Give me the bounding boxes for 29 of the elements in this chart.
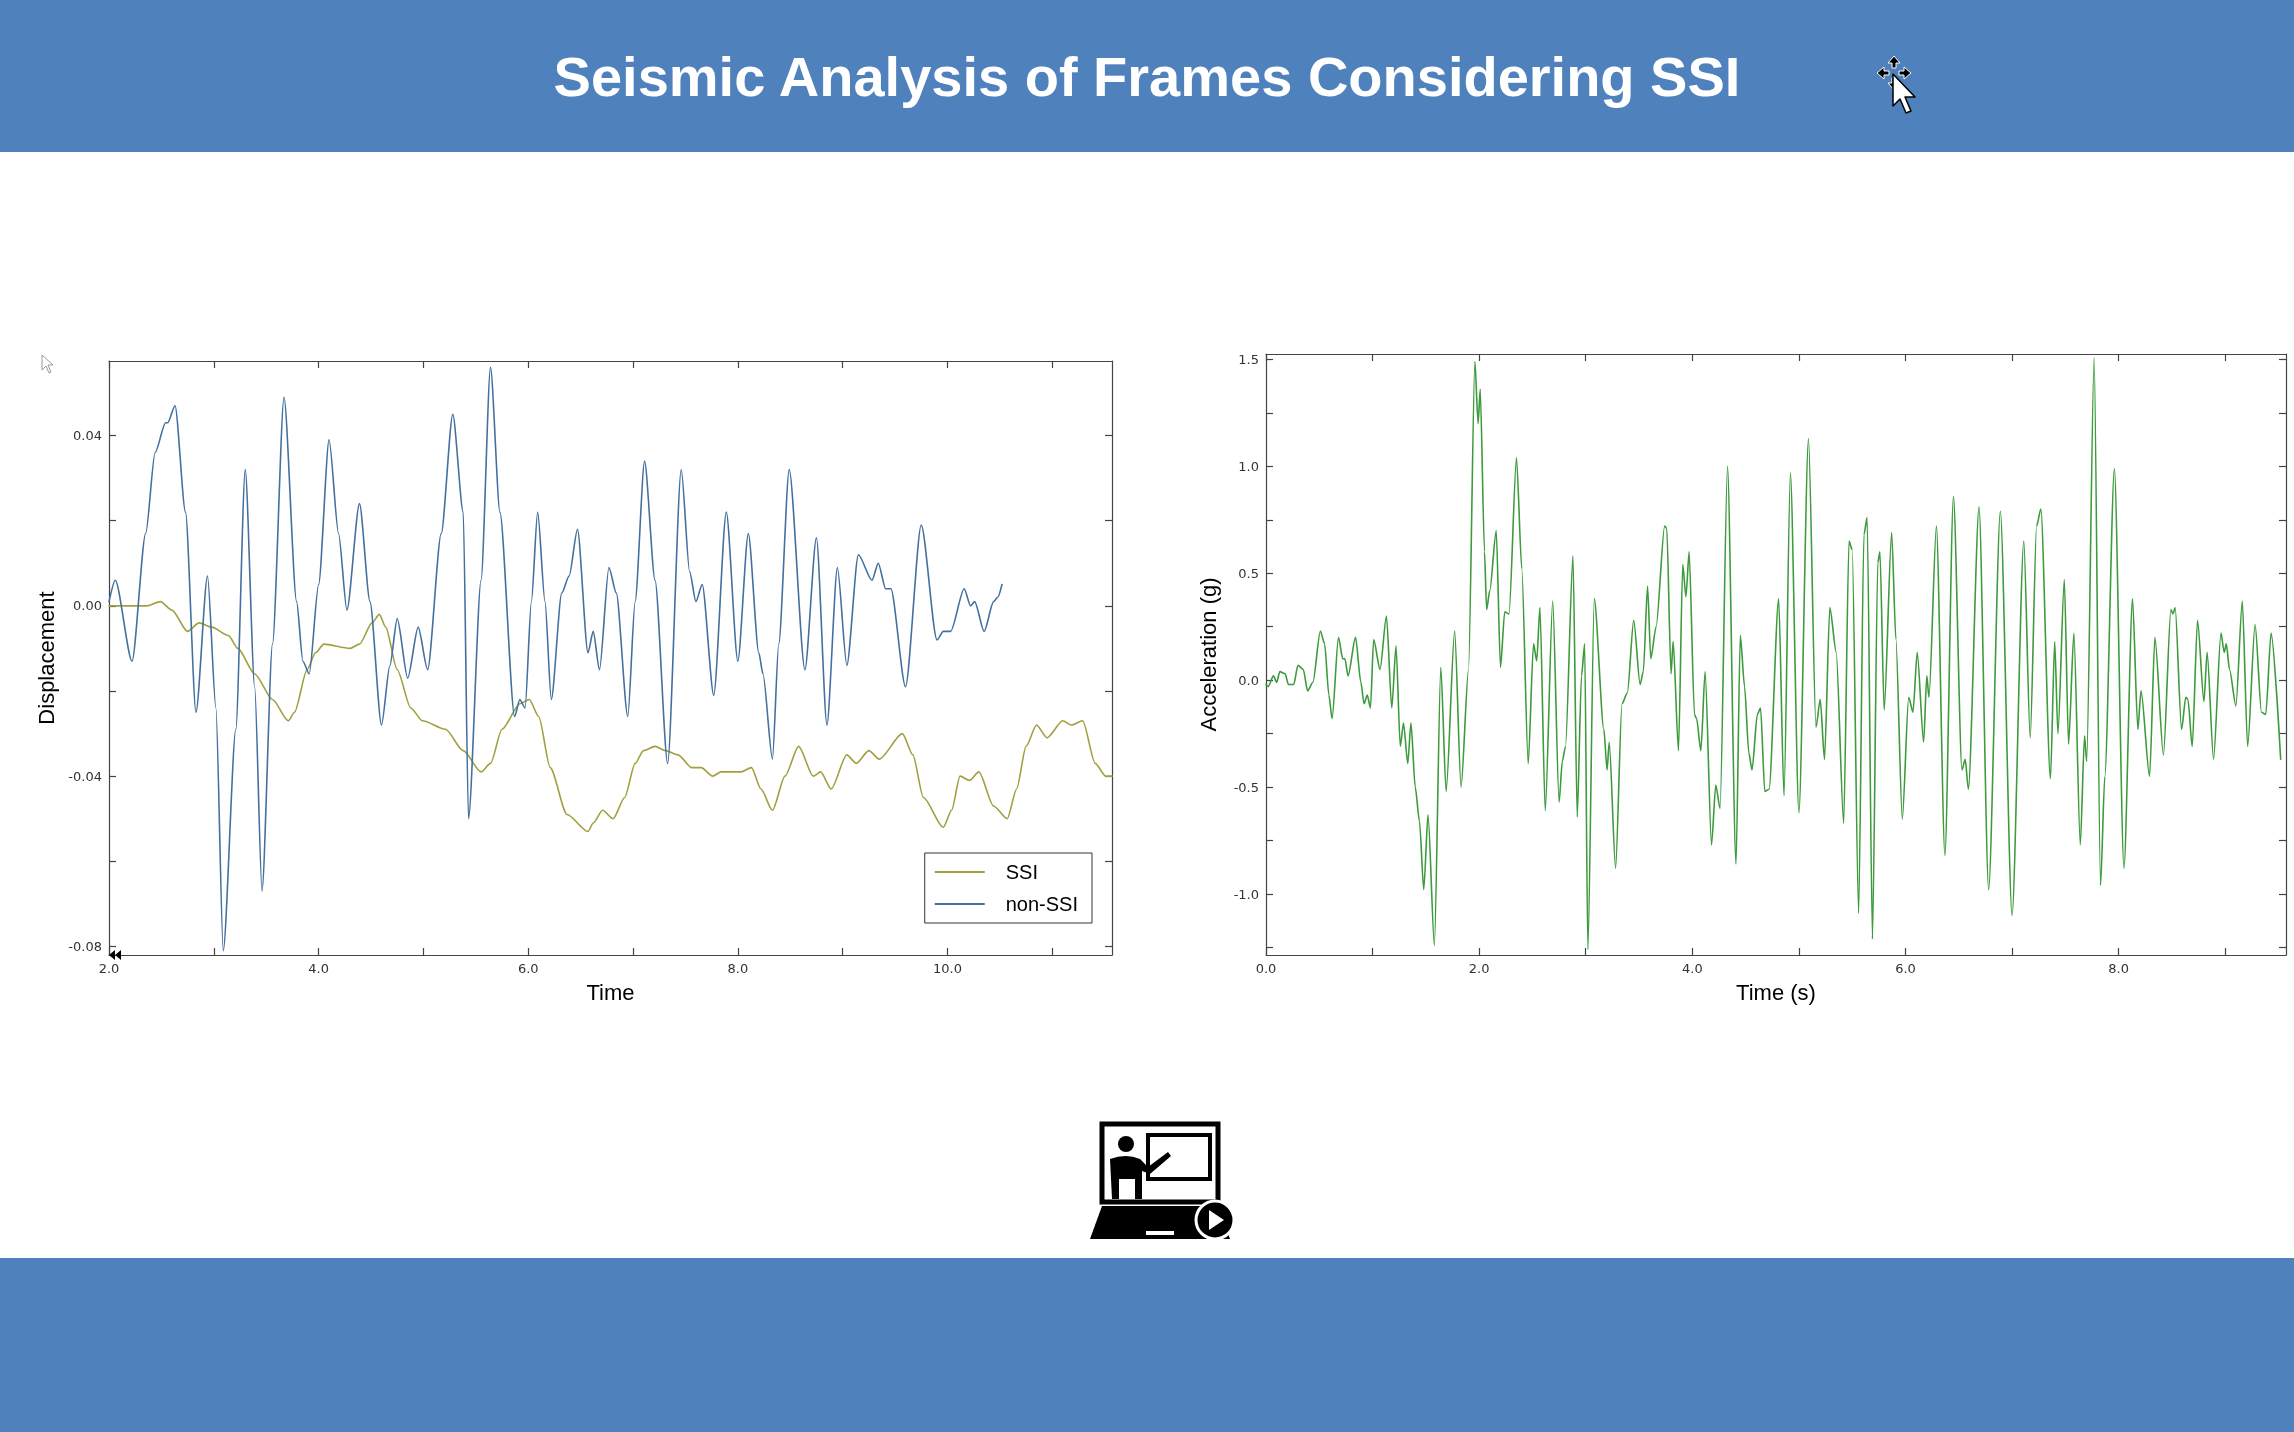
y-tick-label: 0.0: [1238, 672, 1259, 688]
x-tick-label: 10.0: [932, 961, 962, 976]
y-tick-label: 1.5: [1238, 351, 1259, 367]
x-tick-label: 8.0: [727, 961, 749, 976]
x-axis-title: Time: [586, 979, 635, 1005]
x-tick-label: 4.0: [308, 961, 329, 976]
y-tick-label: 0.00: [73, 598, 102, 614]
legend-label: non-SSI: [1005, 893, 1078, 915]
chart-title: Seismic Analysis of Frames Considering SSI: [553, 43, 1741, 109]
y-tick-label: -0.5: [1233, 779, 1259, 795]
x-tick-label: 0.0: [1255, 961, 1277, 976]
line-series: [108, 600, 1113, 833]
y-tick-label: -1.0: [1233, 886, 1259, 902]
x-tick-label: 4.0: [1681, 961, 1703, 976]
x-tick-label: 8.0: [2108, 961, 2130, 976]
x-tick-label: 2.0: [98, 961, 120, 976]
y-axis-title: Displacement: [33, 591, 59, 725]
x-axis-title: Time (s): [1736, 979, 1816, 1005]
y-axis-title: Acceleration (g): [1195, 577, 1221, 732]
legend-label: SSI: [1005, 861, 1038, 883]
y-tick-label: 1.0: [1238, 458, 1259, 474]
y-tick-label: -0.08: [68, 938, 102, 954]
x-tick-label: 2.0: [1468, 961, 1490, 976]
y-tick-label: 0.04: [73, 428, 102, 444]
y-tick-label: -0.04: [68, 768, 102, 784]
y-tick-label: 0.5: [1238, 565, 1259, 581]
line-series: [108, 366, 1003, 952]
x-tick-label: 6.0: [1895, 961, 1916, 976]
x-tick-label: 6.0: [517, 961, 539, 976]
